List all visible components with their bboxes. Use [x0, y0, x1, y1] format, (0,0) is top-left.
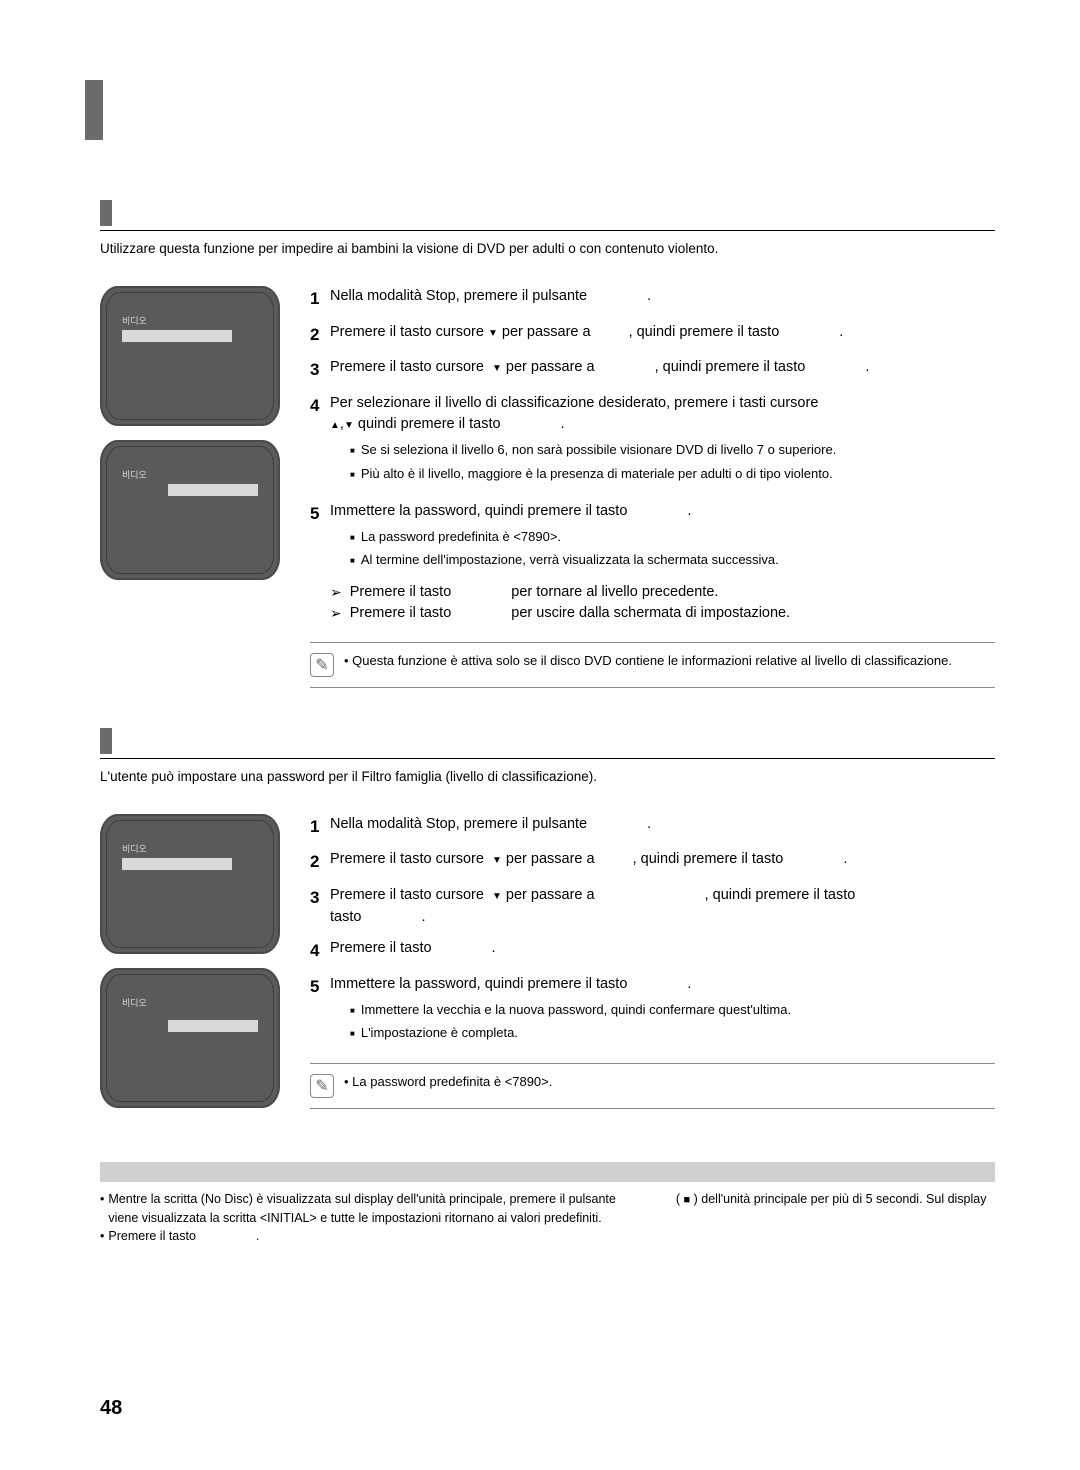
step-number: 1: [310, 286, 330, 312]
tv-highlight-bar: [168, 1020, 258, 1032]
step-number: 5: [310, 974, 330, 1000]
stop-icon: [684, 1192, 691, 1206]
tv-highlight-bar: [168, 484, 258, 496]
section1-intro: Utilizzare questa funzione per impedire …: [100, 241, 995, 256]
bullet-dot: •: [100, 1227, 104, 1246]
step-1: 1 Nella modalità Stop, premere il pulsan…: [310, 286, 995, 312]
sub-bullet: ■Più alto è il livello, maggiore è la pr…: [350, 464, 995, 484]
square-bullet-icon: ■: [350, 1000, 355, 1020]
square-bullet-icon: ■: [350, 464, 355, 484]
step-text: Premere il tasto cursore per passare a, …: [330, 885, 995, 929]
return-line-2: Premere il tastoper uscire dalla scherma…: [310, 605, 995, 622]
step-number: 4: [310, 393, 330, 419]
section-heading-1: [100, 200, 995, 231]
sub-bullet: ■Se si seleziona il livello 6, non sarà …: [350, 440, 995, 460]
tv-label: 비디오: [122, 314, 147, 327]
steps-column: 1 Nella modalità Stop, premere il pulsan…: [310, 286, 995, 688]
step-4: 4 Premere il tasto.: [310, 938, 995, 964]
section2-intro: L'utente può impostare una password per …: [100, 769, 995, 784]
step-text: Immettere la password, quindi premere il…: [330, 501, 995, 570]
arrow-down-icon: [492, 359, 502, 375]
step-text: Premere il tasto cursore per passare a, …: [330, 849, 995, 871]
step-1: 1 Nella modalità Stop, premere il pulsan…: [310, 814, 995, 840]
step-3: 3 Premere il tasto cursore per passare a…: [310, 885, 995, 929]
square-bullet-icon: ■: [350, 440, 355, 460]
square-bullet-icon: ■: [350, 1023, 355, 1043]
arrow-down-icon: [492, 887, 502, 903]
tv-column: 비디오 비디오: [100, 286, 280, 688]
step-text: Per selezionare il livello di classifica…: [330, 393, 995, 484]
step-text: Premere il tasto cursore per passare a, …: [330, 357, 995, 379]
tv-highlight-bar: [122, 330, 232, 342]
section-accent: [100, 728, 112, 754]
step-text: Immettere la password, quindi premere il…: [330, 974, 995, 1043]
step-number: 1: [310, 814, 330, 840]
footer-text: • Mentre la scritta (No Disc) è visualiz…: [100, 1190, 995, 1246]
tv-screen-1: 비디오: [100, 286, 280, 426]
tv-screen-2: 비디오: [100, 440, 280, 580]
step-text: Nella modalità Stop, premere il pulsante…: [330, 814, 995, 836]
sub-bullet: ■Immettere la vecchia e la nuova passwor…: [350, 1000, 995, 1020]
step-5: 5 Immettere la password, quindi premere …: [310, 501, 995, 570]
step-5: 5 Immettere la password, quindi premere …: [310, 974, 995, 1043]
page-number: 48: [100, 1397, 122, 1420]
section2-layout: 비디오 비디오 1 Nella modalità Stop, premere i…: [100, 814, 995, 1122]
tv-label: 비디오: [122, 996, 147, 1009]
footer-bullet-2: • Premere il tasto.: [100, 1227, 995, 1246]
sub-bullet: ■Al termine dell'impostazione, verrà vis…: [350, 550, 995, 570]
tv-column: 비디오 비디오: [100, 814, 280, 1122]
note-box: ✎ • La password predefinita è <7890>.: [310, 1063, 995, 1109]
arrow-down-icon: [492, 851, 502, 867]
steps-column: 1 Nella modalità Stop, premere il pulsan…: [310, 814, 995, 1122]
arrow-down-icon: [344, 416, 354, 432]
section-accent: [100, 200, 112, 226]
step-4: 4 Per selezionare il livello di classifi…: [310, 393, 995, 484]
arrow-right-icon: [310, 605, 342, 622]
step-number: 3: [310, 885, 330, 911]
step-number: 2: [310, 849, 330, 875]
footer-bullet-1: • Mentre la scritta (No Disc) è visualiz…: [100, 1190, 995, 1228]
step-number: 5: [310, 501, 330, 527]
note-box: ✎ • Questa funzione è attiva solo se il …: [310, 642, 995, 688]
step-number: 3: [310, 357, 330, 383]
square-bullet-icon: ■: [350, 527, 355, 547]
note-icon: ✎: [310, 1074, 334, 1098]
step-text: Nella modalità Stop, premere il pulsante…: [330, 286, 995, 308]
arrow-down-icon: [488, 324, 498, 340]
sub-bullet: ■L'impostazione è completa.: [350, 1023, 995, 1043]
note-text: • La password predefinita è <7890>.: [344, 1074, 552, 1098]
footer-gray-bar: [100, 1162, 995, 1182]
tv-label: 비디오: [122, 468, 147, 481]
tv-screen-4: 비디오: [100, 968, 280, 1108]
step-3: 3 Premere il tasto cursore per passare a…: [310, 357, 995, 383]
arrow-up-icon: [330, 416, 340, 432]
step-text: Premere il tasto.: [330, 938, 995, 960]
return-line-1: Premere il tastoper tornare al livello p…: [310, 584, 995, 601]
step-text: Premere il tasto cursore per passare a, …: [330, 322, 995, 344]
square-bullet-icon: ■: [350, 550, 355, 570]
sidebar-accent-block: [85, 80, 103, 140]
tv-highlight-bar: [122, 858, 232, 870]
bullet-dot: •: [100, 1190, 104, 1228]
step-2: 2 Premere il tasto cursore per passare a…: [310, 849, 995, 875]
note-text: • Questa funzione è attiva solo se il di…: [344, 653, 952, 677]
arrow-right-icon: [310, 584, 342, 601]
tv-screen-3: 비디오: [100, 814, 280, 954]
note-icon: ✎: [310, 653, 334, 677]
tv-label: 비디오: [122, 842, 147, 855]
step-2: 2 Premere il tasto cursore per passare a…: [310, 322, 995, 348]
step-number: 4: [310, 938, 330, 964]
section-heading-2: [100, 728, 995, 759]
sub-bullet: ■La password predefinita è <7890>.: [350, 527, 995, 547]
section1-layout: 비디오 비디오 1 Nella modalità Stop, premere i…: [100, 286, 995, 688]
step-number: 2: [310, 322, 330, 348]
